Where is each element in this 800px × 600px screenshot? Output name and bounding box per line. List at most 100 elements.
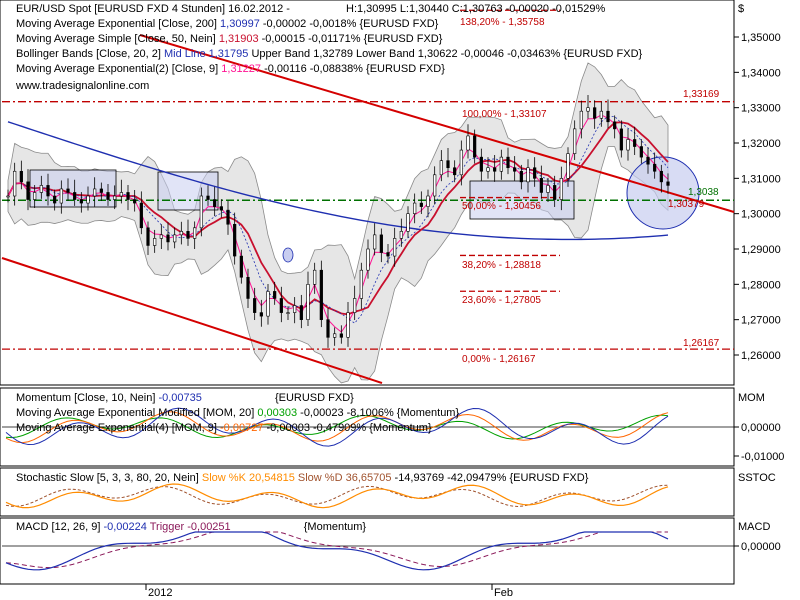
price-tick-label: 1,29000 — [741, 244, 781, 256]
candle-body — [493, 167, 497, 172]
stoch-k-line — [5, 483, 669, 509]
candle-body — [93, 188, 97, 197]
candle-body — [346, 312, 350, 338]
candle-body — [533, 167, 537, 179]
candle-body — [313, 269, 317, 285]
price-tick-label: 1,28000 — [741, 279, 781, 291]
candle-body — [333, 333, 337, 338]
candle-body — [286, 312, 290, 314]
candle-body — [319, 269, 323, 320]
candle-body — [19, 170, 23, 183]
candle-body — [386, 252, 390, 257]
legend-bollinger: Bollinger Bands [Close, 20, 2] Mid Line … — [16, 48, 643, 60]
candle-body — [613, 121, 617, 130]
candle-body — [233, 223, 237, 257]
candle-body — [666, 181, 670, 186]
candle-body — [39, 185, 43, 193]
candle-body — [159, 234, 163, 239]
candle-body — [419, 202, 423, 207]
candle-body — [6, 195, 10, 198]
candle-body — [193, 227, 197, 239]
macd-tick-label: 0,00000 — [741, 541, 781, 553]
candle-body — [466, 135, 470, 151]
candle-body — [59, 188, 63, 204]
candle-body — [199, 195, 203, 229]
candle-body — [66, 188, 70, 193]
candle-body — [586, 107, 590, 112]
candle-body — [459, 149, 463, 176]
candle-body — [439, 160, 443, 176]
mom-legend-3: Moving Average Exponential(4) [MOM, 9] -… — [16, 422, 432, 434]
candle-body — [53, 195, 57, 204]
candle-body — [366, 248, 370, 271]
macd-line — [5, 531, 669, 571]
candle-body — [519, 170, 523, 183]
momentum-layer — [2, 407, 734, 447]
currency-symbol: $ — [738, 3, 744, 15]
macd-panel-frame — [0, 517, 735, 585]
candle-body — [479, 156, 483, 172]
candle-body — [99, 188, 103, 193]
candle-body — [173, 234, 177, 243]
candle-body — [226, 209, 230, 225]
candle-body — [426, 195, 430, 207]
consolidation-box — [157, 171, 219, 211]
candle-body — [513, 167, 517, 172]
candle-body — [146, 227, 150, 246]
header-ohlc: H:1,30995 L:1,30440 C:1,30763 -0,00020 -… — [346, 3, 606, 15]
candle-body — [33, 192, 37, 200]
candle-body — [553, 185, 557, 200]
macd-title: MACD — [738, 521, 770, 533]
price-tick-label: 1,32000 — [741, 138, 781, 150]
candle-body — [79, 199, 83, 204]
stoch-legend: Stochastic Slow [5, 3, 3, 80, 20, Nein] … — [16, 472, 589, 484]
candle-body — [279, 298, 283, 313]
axis-layer: 1,26000 1,27000 1,28000 1,29000 1,30000 1,310… — [145, 32, 784, 590]
x-axis-label-feb: Feb — [494, 587, 513, 599]
candle-body — [353, 298, 357, 313]
macd-legend: MACD [12, 26, 9] -0,00224 Trigger -0,002… — [16, 521, 366, 533]
candle-body — [206, 195, 210, 200]
mom-ema-line — [5, 411, 669, 444]
candle-body — [339, 333, 343, 338]
candle-body — [606, 110, 610, 123]
candle-body — [13, 170, 17, 197]
fib-label-100: 100,00% - 1,33107 — [462, 109, 547, 120]
candle-body — [293, 305, 297, 313]
candle-body — [219, 206, 223, 211]
candle-body — [559, 178, 563, 200]
candle-body — [359, 269, 363, 299]
candle-body — [453, 167, 457, 176]
candle-body — [393, 238, 397, 257]
candle-body — [633, 139, 637, 147]
price-marker-label: 1,30379 — [668, 199, 705, 210]
candle-body — [526, 167, 530, 183]
candle-body — [166, 234, 170, 243]
price-tick-label: 1,34000 — [741, 67, 781, 79]
legend-ema9: Moving Average Exponential(2) [Close, 9]… — [16, 63, 445, 75]
candle-body — [446, 160, 450, 169]
marker-ellipse — [282, 247, 294, 263]
candle-body — [619, 128, 623, 151]
fib-label-23: 23,60% - 1,27805 — [462, 295, 541, 306]
candle-body — [46, 185, 50, 197]
candle-body — [506, 156, 510, 169]
candle-body — [593, 107, 597, 119]
macd-trigger-line — [5, 531, 668, 569]
candle-body — [579, 110, 583, 130]
candle-body — [326, 319, 330, 338]
candle-body — [486, 167, 490, 172]
fib-label-38: 38,20% - 1,28818 — [462, 260, 541, 271]
price-tick-label: 1,33000 — [741, 103, 781, 115]
trend-line-upper — [139, 34, 735, 213]
ema9-line — [7, 114, 669, 333]
price-tick-label: 1,31000 — [741, 173, 781, 185]
mom-title: MOM — [738, 392, 765, 404]
price-layer — [1, 9, 735, 384]
candle-body — [646, 156, 650, 165]
watermark: www.tradesignalonline.com — [15, 80, 149, 92]
fib-label-138: 138,20% - 1,35758 — [460, 17, 545, 28]
fib-label-0: 0,00% - 1,26167 — [462, 354, 536, 365]
bollinger-mid-line — [7, 116, 669, 324]
